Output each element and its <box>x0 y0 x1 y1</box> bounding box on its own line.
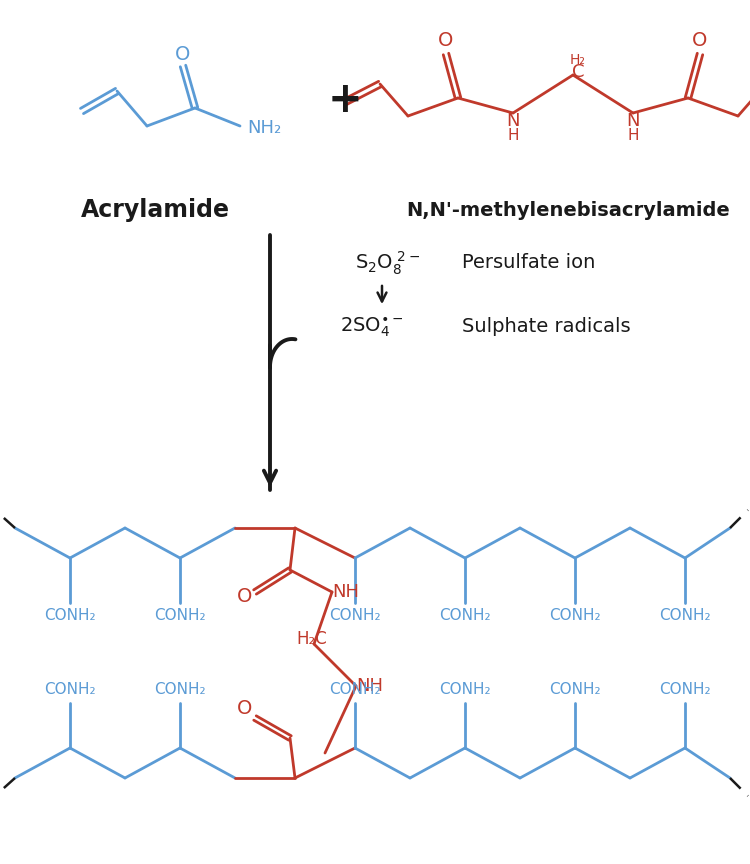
Text: O: O <box>237 588 253 607</box>
Text: CONH₂: CONH₂ <box>659 608 711 624</box>
Text: O: O <box>176 45 190 63</box>
Text: CONH₂: CONH₂ <box>329 608 381 624</box>
Text: N: N <box>506 112 520 130</box>
Text: CONH₂: CONH₂ <box>329 683 381 697</box>
Text: CONH₂: CONH₂ <box>44 608 96 624</box>
Text: O: O <box>438 31 454 50</box>
Text: H: H <box>507 128 519 143</box>
Text: Persulfate ion: Persulfate ion <box>462 253 596 272</box>
Text: O: O <box>237 698 253 717</box>
Text: CONH₂: CONH₂ <box>44 683 96 697</box>
Text: CONH₂: CONH₂ <box>154 683 206 697</box>
Text: C: C <box>572 63 584 81</box>
Text: O: O <box>692 31 708 50</box>
Text: CONH₂: CONH₂ <box>549 683 601 697</box>
Text: NH: NH <box>332 583 359 601</box>
Text: CONH₂: CONH₂ <box>659 683 711 697</box>
Text: Acrylamide: Acrylamide <box>80 198 230 222</box>
Text: S$_2$O$_8^{\ 2-}$: S$_2$O$_8^{\ 2-}$ <box>355 250 420 276</box>
Text: CONH₂: CONH₂ <box>440 608 491 624</box>
Text: CONH₂: CONH₂ <box>440 683 491 697</box>
Text: N,N'-methylenebisacrylamide: N,N'-methylenebisacrylamide <box>406 200 730 219</box>
Text: CONH₂: CONH₂ <box>549 608 601 624</box>
Text: +: + <box>328 79 362 121</box>
Text: H₂C: H₂C <box>296 630 327 648</box>
Text: Sulphate radicals: Sulphate radicals <box>462 317 631 336</box>
Text: H₂: H₂ <box>570 53 586 67</box>
Text: NH: NH <box>356 677 383 695</box>
Text: NH₂: NH₂ <box>247 119 281 137</box>
Text: N: N <box>626 112 640 130</box>
Text: CONH₂: CONH₂ <box>154 608 206 624</box>
Text: H: H <box>627 128 639 143</box>
Text: 2SO$_4^{\bullet -}$: 2SO$_4^{\bullet -}$ <box>340 315 404 339</box>
